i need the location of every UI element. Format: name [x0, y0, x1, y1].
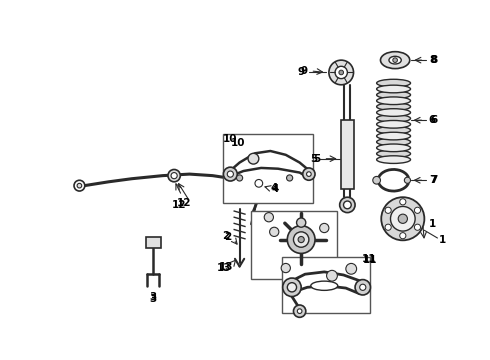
Circle shape: [253, 166, 265, 179]
Text: 3: 3: [150, 292, 157, 302]
Bar: [251, 211, 337, 279]
Circle shape: [297, 309, 302, 314]
Text: 13: 13: [219, 261, 234, 271]
Circle shape: [391, 206, 415, 231]
Circle shape: [398, 214, 408, 223]
Text: 7: 7: [429, 175, 437, 185]
Text: 2: 2: [224, 232, 232, 242]
Circle shape: [283, 278, 301, 297]
Circle shape: [343, 201, 351, 209]
Circle shape: [340, 197, 355, 213]
Bar: [282, 257, 370, 313]
Circle shape: [171, 172, 177, 179]
Ellipse shape: [377, 79, 411, 87]
Text: 4: 4: [270, 183, 278, 193]
Ellipse shape: [377, 138, 411, 146]
Circle shape: [339, 70, 343, 75]
Circle shape: [303, 168, 315, 180]
Circle shape: [385, 224, 391, 230]
Ellipse shape: [377, 126, 411, 134]
Circle shape: [400, 199, 406, 205]
Circle shape: [237, 175, 243, 181]
Circle shape: [415, 207, 420, 213]
Ellipse shape: [377, 103, 411, 111]
Circle shape: [287, 226, 315, 253]
Ellipse shape: [377, 85, 411, 93]
Circle shape: [294, 232, 309, 247]
Circle shape: [385, 207, 391, 213]
Ellipse shape: [381, 52, 410, 69]
Text: 12: 12: [177, 198, 192, 208]
Text: 8: 8: [429, 55, 437, 65]
Circle shape: [400, 233, 406, 239]
Text: 13: 13: [217, 263, 231, 273]
Text: 8: 8: [430, 55, 437, 65]
Circle shape: [404, 177, 411, 183]
Ellipse shape: [377, 91, 411, 99]
Ellipse shape: [377, 114, 411, 122]
Text: 7: 7: [430, 175, 437, 185]
Circle shape: [381, 197, 424, 240]
Text: 1: 1: [439, 235, 446, 245]
Circle shape: [360, 284, 366, 291]
Text: 6: 6: [430, 115, 437, 125]
Circle shape: [373, 176, 381, 184]
Text: 12: 12: [172, 200, 187, 210]
Circle shape: [168, 170, 180, 182]
Circle shape: [281, 264, 291, 273]
Circle shape: [223, 167, 237, 181]
Circle shape: [346, 264, 357, 274]
Circle shape: [248, 153, 259, 164]
Circle shape: [298, 237, 304, 243]
Text: 2: 2: [222, 231, 229, 241]
Ellipse shape: [377, 144, 411, 152]
Ellipse shape: [377, 97, 411, 105]
Ellipse shape: [389, 56, 401, 64]
Ellipse shape: [377, 109, 411, 116]
Ellipse shape: [377, 156, 411, 163]
Circle shape: [393, 58, 397, 62]
Text: 11: 11: [363, 255, 378, 265]
Circle shape: [287, 283, 296, 292]
Circle shape: [227, 171, 233, 177]
Circle shape: [77, 183, 82, 188]
Circle shape: [335, 66, 347, 78]
Ellipse shape: [311, 281, 338, 291]
Text: 10: 10: [231, 138, 245, 148]
Circle shape: [355, 280, 370, 295]
Circle shape: [287, 175, 293, 181]
Circle shape: [264, 213, 273, 222]
Circle shape: [74, 180, 85, 191]
Circle shape: [270, 227, 279, 237]
Circle shape: [329, 60, 354, 85]
Circle shape: [294, 305, 306, 317]
Circle shape: [319, 223, 329, 233]
Text: 1: 1: [428, 219, 436, 229]
Text: 11: 11: [362, 254, 376, 264]
Text: 3: 3: [150, 294, 157, 304]
Bar: [222, 134, 314, 203]
Circle shape: [296, 218, 306, 227]
Bar: [146, 237, 161, 248]
Circle shape: [307, 172, 311, 176]
Circle shape: [251, 176, 267, 191]
Ellipse shape: [377, 121, 411, 128]
Text: 5: 5: [313, 154, 320, 164]
Circle shape: [415, 224, 420, 230]
Text: 9: 9: [301, 66, 308, 76]
Circle shape: [255, 180, 263, 187]
Text: 5: 5: [310, 154, 317, 164]
Text: 4: 4: [271, 184, 279, 194]
Text: 6: 6: [428, 115, 436, 125]
Text: 10: 10: [223, 134, 238, 144]
Circle shape: [327, 270, 337, 281]
Text: 9: 9: [297, 67, 305, 77]
Ellipse shape: [377, 150, 411, 158]
Ellipse shape: [377, 132, 411, 140]
Bar: [341, 120, 354, 189]
